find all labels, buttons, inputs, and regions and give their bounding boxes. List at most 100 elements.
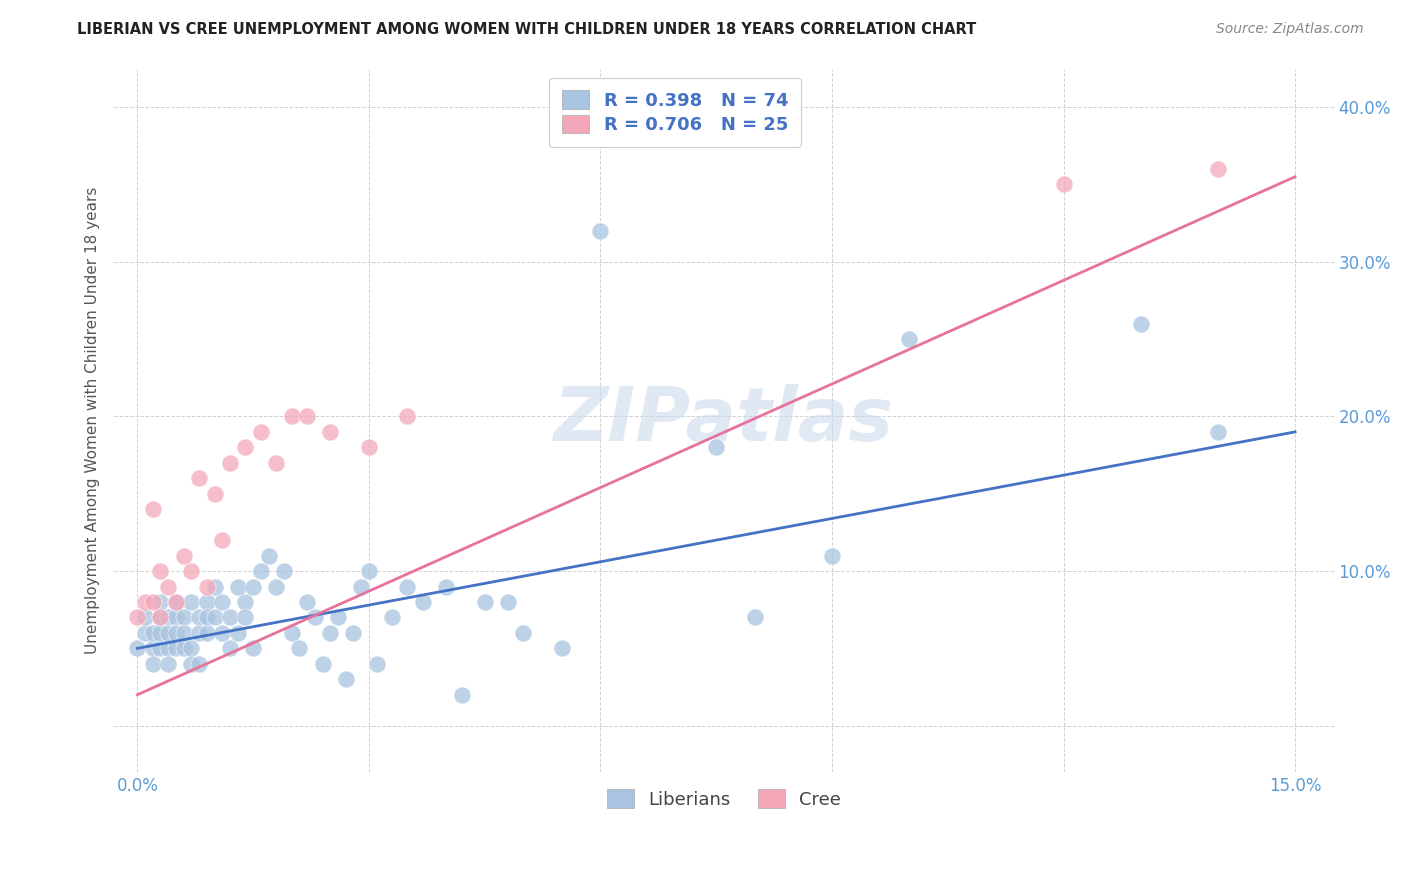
Point: [211, 626, 233, 640]
Point: [357, 564, 380, 578]
Point: [211, 595, 233, 609]
Point: [149, 564, 172, 578]
Point: [474, 595, 496, 609]
Point: [142, 641, 165, 656]
Point: [496, 595, 519, 609]
Legend: Liberians, Cree: Liberians, Cree: [599, 782, 848, 816]
Point: [165, 626, 187, 640]
Point: [264, 580, 287, 594]
Point: [173, 610, 195, 624]
Point: [288, 641, 311, 656]
Point: [149, 641, 172, 656]
Point: [242, 641, 264, 656]
Point: [142, 626, 165, 640]
Point: [257, 549, 280, 563]
Point: [165, 610, 187, 624]
Point: [134, 626, 156, 640]
Point: [319, 425, 342, 439]
Point: [898, 332, 921, 346]
Point: [744, 610, 766, 624]
Point: [242, 580, 264, 594]
Point: [235, 441, 257, 455]
Point: [235, 595, 257, 609]
Point: [295, 595, 318, 609]
Point: [273, 564, 295, 578]
Point: [1206, 161, 1229, 176]
Point: [226, 626, 249, 640]
Point: [204, 610, 226, 624]
Text: LIBERIAN VS CREE UNEMPLOYMENT AMONG WOMEN WITH CHILDREN UNDER 18 YEARS CORRELATI: LIBERIAN VS CREE UNEMPLOYMENT AMONG WOME…: [77, 22, 977, 37]
Point: [204, 487, 226, 501]
Point: [180, 564, 202, 578]
Point: [157, 657, 180, 671]
Point: [180, 641, 202, 656]
Point: [149, 626, 172, 640]
Point: [219, 610, 242, 624]
Point: [295, 409, 318, 424]
Point: [280, 409, 302, 424]
Point: [311, 657, 333, 671]
Point: [434, 580, 457, 594]
Point: [319, 626, 342, 640]
Point: [264, 456, 287, 470]
Point: [149, 610, 172, 624]
Point: [149, 595, 172, 609]
Point: [357, 441, 380, 455]
Point: [219, 456, 242, 470]
Point: [335, 673, 357, 687]
Point: [173, 549, 195, 563]
Point: [381, 610, 404, 624]
Point: [188, 471, 211, 485]
Point: [226, 580, 249, 594]
Point: [304, 610, 326, 624]
Point: [149, 610, 172, 624]
Point: [551, 641, 574, 656]
Point: [165, 595, 187, 609]
Point: [219, 641, 242, 656]
Point: [211, 533, 233, 548]
Point: [366, 657, 388, 671]
Point: [412, 595, 434, 609]
Y-axis label: Unemployment Among Women with Children Under 18 years: Unemployment Among Women with Children U…: [86, 186, 100, 654]
Point: [134, 610, 156, 624]
Point: [821, 549, 844, 563]
Point: [134, 595, 156, 609]
Point: [396, 409, 419, 424]
Point: [204, 580, 226, 594]
Point: [704, 441, 727, 455]
Point: [180, 657, 202, 671]
Point: [250, 425, 273, 439]
Point: [180, 595, 202, 609]
Point: [280, 626, 302, 640]
Point: [1129, 317, 1152, 331]
Text: Source: ZipAtlas.com: Source: ZipAtlas.com: [1216, 22, 1364, 37]
Point: [235, 610, 257, 624]
Point: [173, 626, 195, 640]
Point: [326, 610, 349, 624]
Point: [195, 626, 218, 640]
Point: [157, 641, 180, 656]
Point: [188, 610, 211, 624]
Point: [589, 224, 612, 238]
Point: [188, 626, 211, 640]
Point: [450, 688, 472, 702]
Point: [157, 610, 180, 624]
Text: ZIPatlas: ZIPatlas: [554, 384, 894, 457]
Point: [250, 564, 273, 578]
Point: [157, 580, 180, 594]
Point: [142, 595, 165, 609]
Point: [512, 626, 534, 640]
Point: [396, 580, 419, 594]
Point: [127, 641, 149, 656]
Point: [1052, 178, 1074, 192]
Point: [1206, 425, 1229, 439]
Point: [195, 610, 218, 624]
Point: [350, 580, 373, 594]
Point: [142, 657, 165, 671]
Point: [173, 641, 195, 656]
Point: [157, 626, 180, 640]
Point: [127, 610, 149, 624]
Point: [165, 641, 187, 656]
Point: [195, 595, 218, 609]
Point: [142, 502, 165, 516]
